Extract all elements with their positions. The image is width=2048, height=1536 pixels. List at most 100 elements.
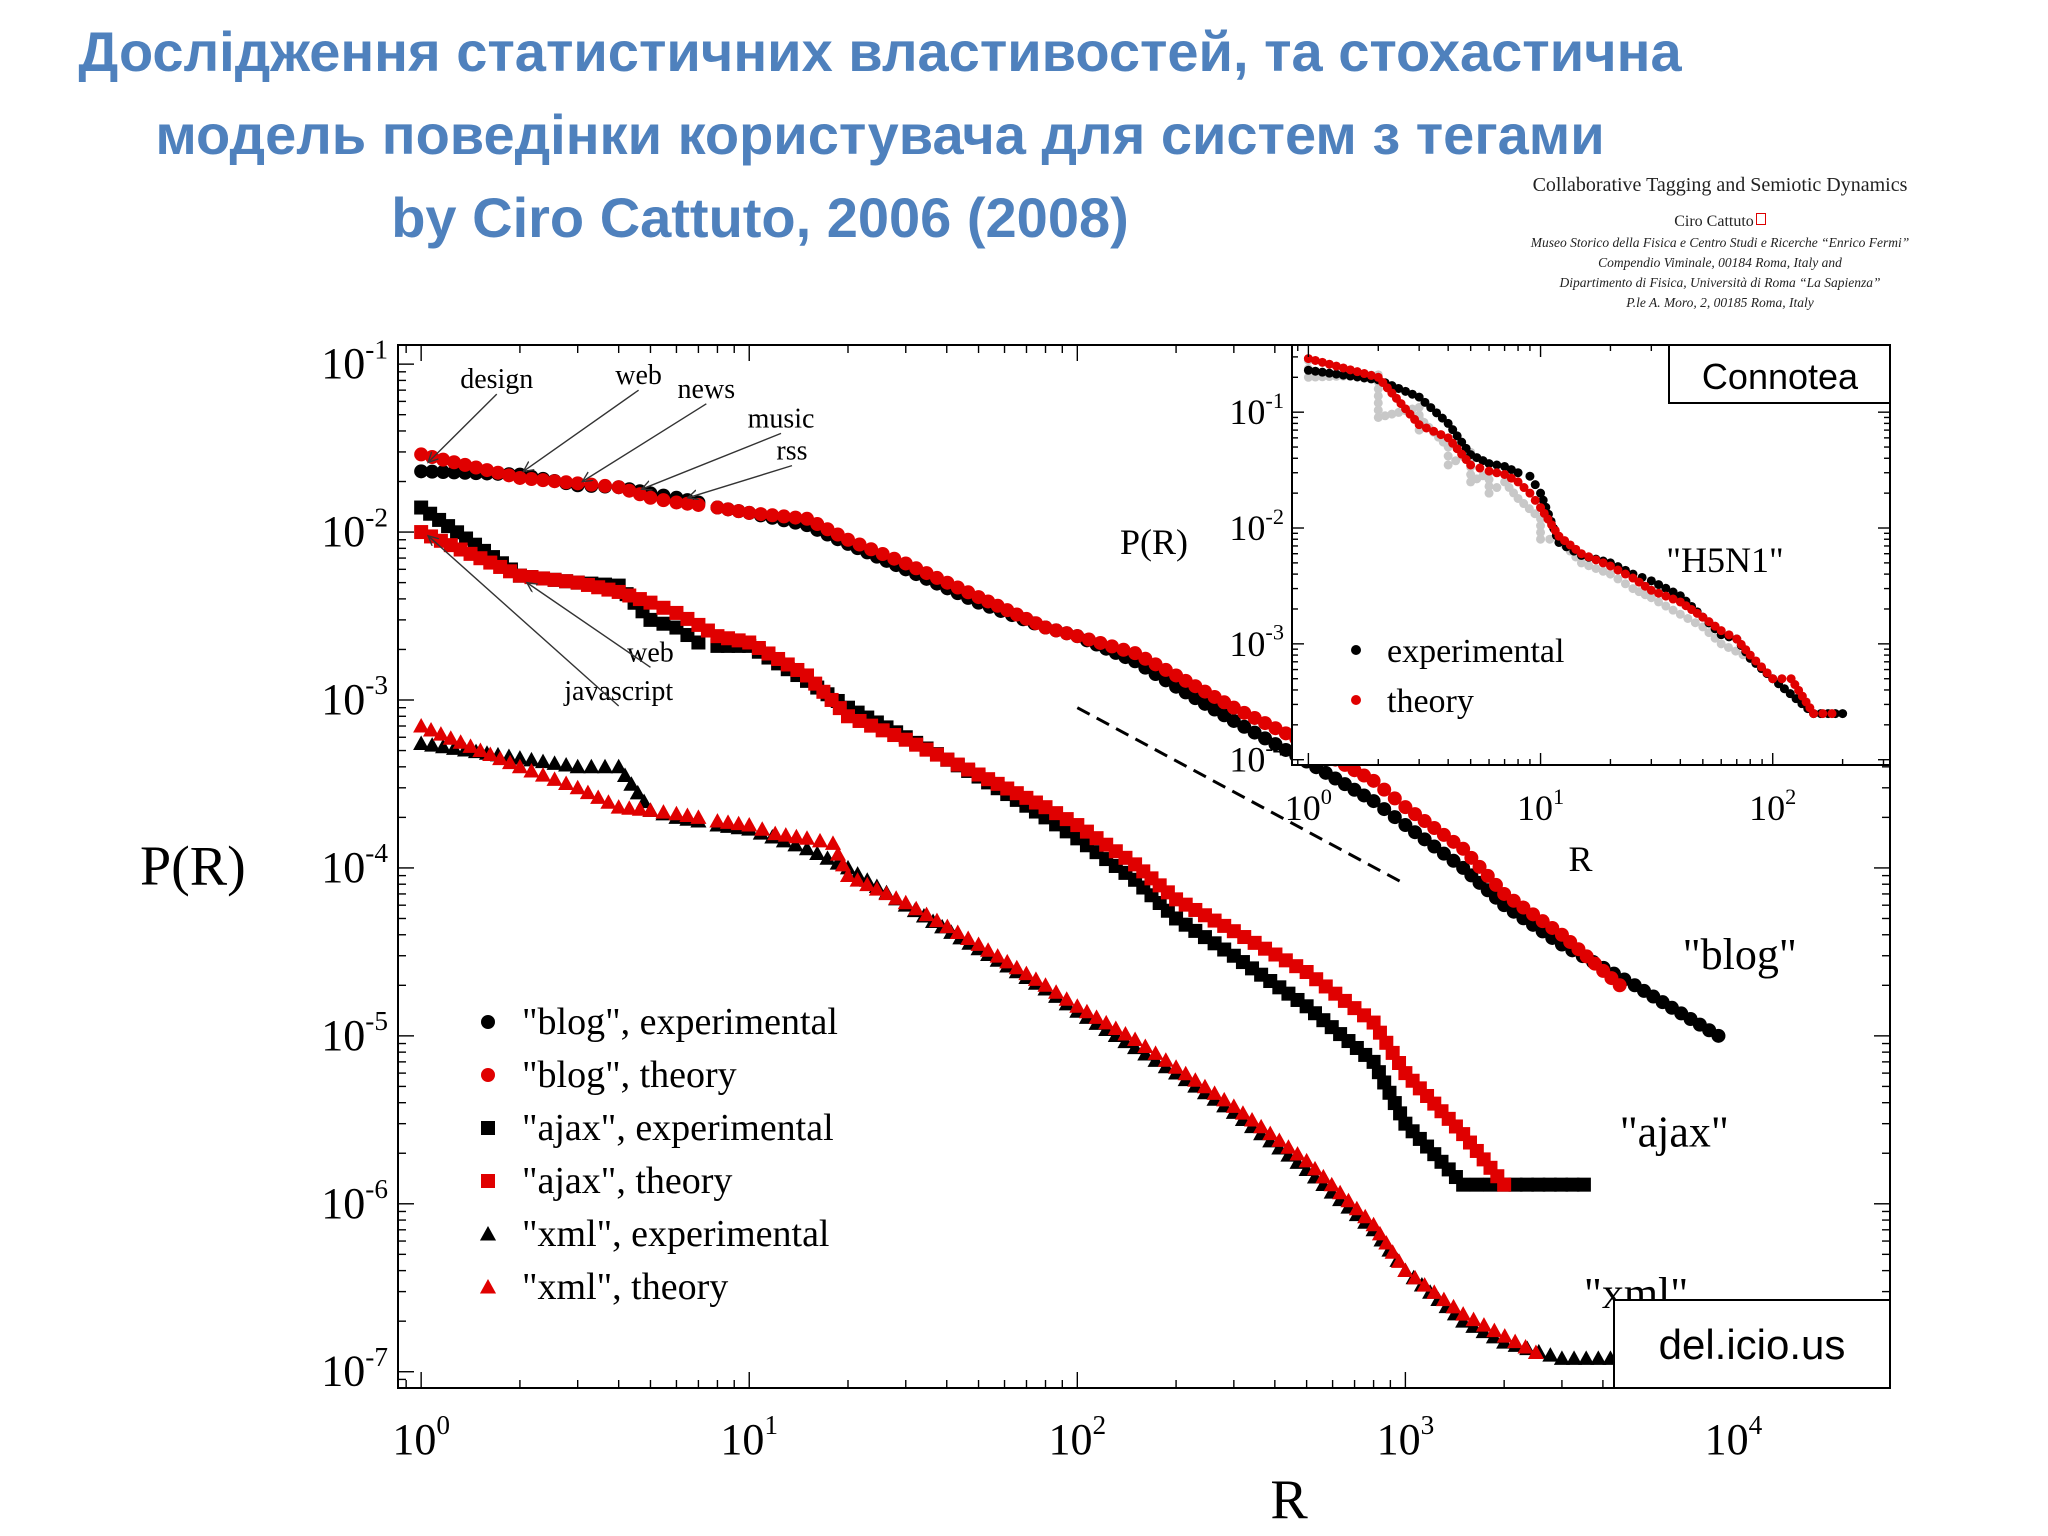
main-point — [547, 572, 562, 587]
inset-point — [1513, 468, 1523, 478]
inset-point — [1509, 488, 1519, 498]
inset-point — [1414, 392, 1424, 402]
footnote-marker — [1755, 213, 1766, 225]
main-point — [629, 784, 646, 800]
inset-point — [1324, 359, 1334, 369]
inset-legend-marker-1 — [1351, 695, 1361, 705]
inset-point — [1654, 588, 1664, 598]
main-point — [1128, 646, 1143, 661]
y-tick-label-5: 10-6 — [321, 1174, 388, 1228]
main-point — [425, 464, 440, 479]
main-point — [849, 872, 866, 887]
main-point — [961, 762, 976, 777]
main-point — [511, 758, 528, 774]
main-point — [1531, 1177, 1546, 1192]
inset-source-box — [1668, 344, 1891, 404]
main-point — [1427, 820, 1442, 835]
main-point — [442, 730, 459, 745]
main-point — [1480, 868, 1495, 883]
y-axis-label: P(R) — [140, 836, 246, 898]
main-point — [709, 813, 726, 828]
main-point — [1488, 877, 1503, 892]
main-point — [1093, 635, 1108, 650]
inset-point — [1461, 455, 1471, 465]
inset-point — [1484, 475, 1494, 485]
main-point — [436, 452, 451, 467]
main-point — [1446, 853, 1461, 868]
main-point — [679, 807, 696, 823]
main-point — [643, 595, 658, 610]
inset-point — [1545, 534, 1555, 544]
inset-point — [1646, 576, 1656, 586]
main-point — [1037, 977, 1054, 992]
annotation-arrow-5 — [527, 583, 651, 668]
main-point — [1465, 1311, 1482, 1327]
inset-point — [1536, 534, 1546, 544]
main-point — [501, 468, 516, 483]
main-point — [558, 757, 575, 772]
main-point — [492, 750, 509, 766]
main-point — [719, 814, 737, 829]
inset-point — [1591, 555, 1601, 565]
main-point — [1243, 1112, 1261, 1127]
main-point — [622, 588, 637, 603]
main-point — [1008, 959, 1025, 975]
main-point — [1098, 1014, 1115, 1030]
main-point — [980, 942, 997, 957]
inset-point — [1310, 366, 1320, 376]
inset-point — [1352, 367, 1362, 377]
main-point — [534, 767, 552, 782]
inset-point — [1675, 591, 1685, 601]
main-point — [1116, 642, 1131, 657]
main-point — [1217, 942, 1232, 957]
main-point — [1590, 1350, 1607, 1365]
inset-point — [1675, 609, 1685, 619]
inset-point — [1373, 384, 1383, 394]
inset-point — [1661, 583, 1671, 593]
inset-point — [1620, 579, 1630, 589]
main-point — [1187, 1072, 1204, 1087]
paper-affiliation-2: Compendio Viminale, 00184 Roma, Italy an… — [1598, 255, 1842, 270]
main-series-5 — [413, 717, 1544, 1360]
annotation-arrow-2 — [582, 403, 707, 482]
main-point — [413, 735, 430, 751]
main-point — [643, 490, 658, 505]
main-point — [669, 495, 684, 510]
main-point — [1258, 731, 1273, 746]
main-point — [1117, 1026, 1134, 1041]
main-point — [1058, 991, 1075, 1006]
inset-point — [1530, 495, 1540, 505]
inset-point — [1410, 414, 1420, 424]
main-point — [669, 620, 684, 635]
inset-legend-label-1: theory — [1387, 683, 1474, 720]
main-point — [436, 465, 451, 480]
main-point — [1247, 725, 1262, 740]
inset-point — [1387, 409, 1397, 419]
main-point — [621, 800, 638, 815]
main-point — [1088, 1009, 1105, 1024]
main-point — [1158, 662, 1173, 677]
inset-point — [1331, 369, 1341, 379]
main-point — [472, 742, 489, 757]
main-point — [1384, 1244, 1401, 1259]
inset-x-tick-label-1: 101 — [1517, 784, 1564, 828]
x-tick-label-2: 102 — [1048, 1410, 1106, 1464]
inset-point — [1654, 597, 1664, 607]
annotation-arrow-3 — [642, 432, 782, 489]
inset-point — [1421, 423, 1431, 433]
main-point — [710, 500, 725, 515]
main-point — [469, 460, 484, 475]
main-point — [1545, 920, 1560, 935]
main-point — [523, 762, 540, 778]
inset-point — [1605, 569, 1615, 579]
main-point — [1357, 1008, 1372, 1023]
inset-point — [1414, 402, 1424, 412]
main-point — [1049, 623, 1064, 638]
main-point — [1138, 651, 1153, 666]
main-point — [1406, 1269, 1424, 1285]
main-point — [610, 758, 627, 774]
main-point — [547, 474, 562, 489]
inset-legend-marker-0 — [1351, 645, 1361, 655]
annotation-label-4: rss — [776, 436, 807, 467]
main-point — [832, 701, 847, 716]
